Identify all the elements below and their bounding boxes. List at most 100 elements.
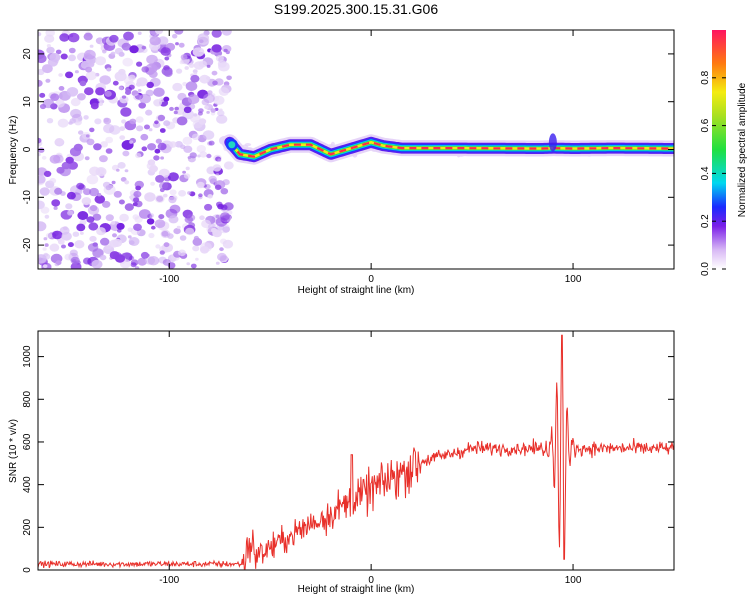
noise-speckle [61,231,72,241]
noise-speckle [212,80,218,86]
noise-speckle [74,70,79,74]
noise-speckle [124,169,129,173]
noise-speckle [103,117,112,125]
noise-speckle [121,119,127,124]
noise-speckle [55,99,65,108]
noise-speckle [189,113,201,123]
spectrogram-ytick-label: 0 [22,146,33,152]
noise-speckle [223,48,228,53]
noise-speckle [163,242,170,248]
noise-speckle [223,161,234,170]
noise-speckle [70,256,80,265]
noise-speckle [157,36,169,46]
noise-speckle [90,102,99,110]
noise-speckle [124,180,130,185]
noise-speckle [214,184,222,191]
noise-speckle [221,30,232,36]
noise-speckle [38,79,43,87]
noise-speckle [44,243,49,247]
noise-speckle [137,31,142,35]
noise-speckle [140,133,149,141]
noise-speckle [211,70,218,76]
noise-speckle [192,245,200,252]
noise-speckle [87,205,100,215]
noise-speckle [111,180,116,185]
spectrogram-ytick-label: -10 [22,190,33,205]
noise-speckle [59,166,71,177]
noise-speckle [58,86,65,91]
noise-speckle [95,87,105,96]
noise-speckle [129,140,134,144]
noise-speckle [135,116,144,123]
noise-speckle [180,54,188,60]
noise-speckle [43,237,48,241]
noise-speckle [213,95,225,106]
noise-speckle [103,184,116,195]
noise-speckle [38,221,47,232]
noise-speckle [129,45,139,54]
noise-speckle [57,118,69,128]
noise-speckle [135,152,142,159]
snr-background [38,331,674,570]
spectrogram-ytick-label: 10 [22,96,33,108]
noise-speckle [187,191,192,195]
colorbar-tick-label: 0.6 [700,118,711,132]
noise-speckle [175,42,179,46]
noise-speckle [178,42,185,48]
noise-speckle [132,202,138,207]
noise-speckle [176,225,181,230]
noise-speckle [176,116,188,126]
noise-speckle [185,166,190,171]
noise-speckle [100,237,110,246]
noise-speckle [139,93,152,104]
noise-speckle [102,49,107,54]
noise-speckle [210,108,216,113]
noise-speckle [211,30,222,38]
noise-speckle [39,92,46,98]
noise-speckle [112,80,119,86]
noise-speckle [202,130,215,140]
noise-speckle [136,61,143,67]
noise-speckle [83,32,93,41]
noise-speckle [61,244,66,249]
noise-speckle [121,95,127,99]
noise-speckle [44,214,50,219]
noise-speckle [163,120,171,127]
noise-speckle [135,185,142,191]
noise-speckle [94,118,102,125]
snr-xtick-label: 0 [368,575,374,586]
noise-speckle [155,175,165,183]
noise-speckle [45,30,55,37]
noise-speckle [144,124,150,130]
noise-speckle [83,115,89,120]
noise-speckle [53,206,58,210]
noise-speckle [189,152,197,159]
noise-speckle [83,188,92,196]
snr-xtick-label: -100 [159,575,179,586]
noise-speckle [215,214,220,219]
noise-speckle [117,162,126,169]
noise-speckle [84,156,90,161]
noise-speckle [39,187,50,196]
noise-speckle [128,237,140,246]
noise-speckle [215,173,220,177]
noise-speckle [38,175,46,184]
noise-speckle [72,231,80,237]
noise-speckle [68,47,76,54]
noise-speckle [154,148,161,154]
noise-speckle [42,264,48,268]
noise-speckle [198,193,203,198]
noise-speckle [114,71,127,82]
noise-speckle [122,252,126,256]
noise-speckle [77,93,86,101]
noise-speckle [164,56,170,61]
noise-speckle [148,128,153,132]
band-start-core [228,141,236,149]
noise-speckle [149,36,161,46]
band-halo-speckle [244,143,252,147]
spectrogram-ylabel: Frequency (Hz) [8,116,19,185]
noise-speckle [46,46,55,54]
noise-speckle [77,211,89,220]
